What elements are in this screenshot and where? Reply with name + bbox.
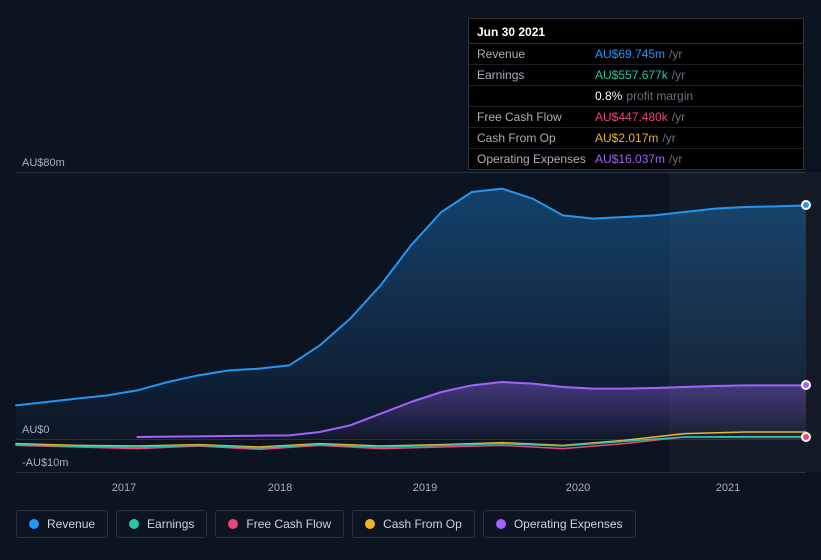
y-axis-label: AU$80m [22, 157, 65, 169]
x-axis-label: 2018 [268, 482, 292, 494]
plot-svg [16, 172, 806, 472]
tooltip-row-label: Operating Expenses [477, 152, 595, 166]
tooltip-row-label: Revenue [477, 47, 595, 61]
x-axis-label: 2019 [413, 482, 437, 494]
tooltip-row-label: Earnings [477, 68, 595, 82]
legend-swatch [129, 519, 139, 529]
tooltip-row-value: AU$16.037m [595, 152, 665, 166]
financials-chart: Jun 30 2021 RevenueAU$69.745m/yrEarnings… [0, 0, 821, 560]
legend-swatch [496, 519, 506, 529]
plot-bottom-divider [16, 472, 806, 473]
tooltip-row: RevenueAU$69.745m/yr [469, 44, 803, 65]
tooltip-row-unit: /yr [669, 152, 682, 166]
tooltip-row-unit: /yr [669, 47, 682, 61]
tooltip-row-unit: /yr [672, 68, 685, 82]
legend-item-operating-expenses[interactable]: Operating Expenses [483, 510, 636, 538]
legend-item-free-cash-flow[interactable]: Free Cash Flow [215, 510, 344, 538]
tooltip-row-value: AU$447.480k [595, 110, 668, 124]
x-axis-label: 2017 [112, 482, 136, 494]
tooltip-row-unit: /yr [662, 131, 675, 145]
tooltip-row: Operating ExpensesAU$16.037m/yr [469, 149, 803, 169]
legend-label: Revenue [47, 517, 95, 531]
series-end-dot [801, 432, 811, 442]
legend-label: Earnings [147, 517, 194, 531]
legend-swatch [365, 519, 375, 529]
legend-swatch [228, 519, 238, 529]
tooltip-row: EarningsAU$557.677k/yr [469, 65, 803, 86]
legend-label: Cash From Op [383, 517, 462, 531]
legend-item-earnings[interactable]: Earnings [116, 510, 207, 538]
legend-label: Operating Expenses [514, 517, 623, 531]
legend-item-cash-from-op[interactable]: Cash From Op [352, 510, 475, 538]
chart-tooltip: Jun 30 2021 RevenueAU$69.745m/yrEarnings… [468, 18, 804, 170]
tooltip-row-secondary: profit margin [626, 89, 693, 103]
x-axis-label: 2020 [566, 482, 590, 494]
tooltip-row-value: AU$2.017m [595, 131, 658, 145]
tooltip-row-value: AU$557.677k [595, 68, 668, 82]
legend-swatch [29, 519, 39, 529]
tooltip-row-label [477, 89, 595, 103]
chart-legend: Revenue Earnings Free Cash Flow Cash From O… [16, 510, 636, 538]
series-end-dot [801, 380, 811, 390]
tooltip-row-value: 0.8% [595, 89, 622, 103]
tooltip-date: Jun 30 2021 [469, 19, 803, 44]
tooltip-row-unit: /yr [672, 110, 685, 124]
series-end-dot [801, 200, 811, 210]
tooltip-row: Free Cash FlowAU$447.480k/yr [469, 107, 803, 128]
plot-area[interactable] [16, 172, 806, 472]
tooltip-row-label: Cash From Op [477, 131, 595, 145]
tooltip-row-value: AU$69.745m [595, 47, 665, 61]
tooltip-row: 0.8% profit margin [469, 86, 803, 107]
x-axis-label: 2021 [716, 482, 740, 494]
tooltip-row: Cash From OpAU$2.017m/yr [469, 128, 803, 149]
legend-item-revenue[interactable]: Revenue [16, 510, 108, 538]
legend-label: Free Cash Flow [246, 517, 331, 531]
tooltip-row-label: Free Cash Flow [477, 110, 595, 124]
